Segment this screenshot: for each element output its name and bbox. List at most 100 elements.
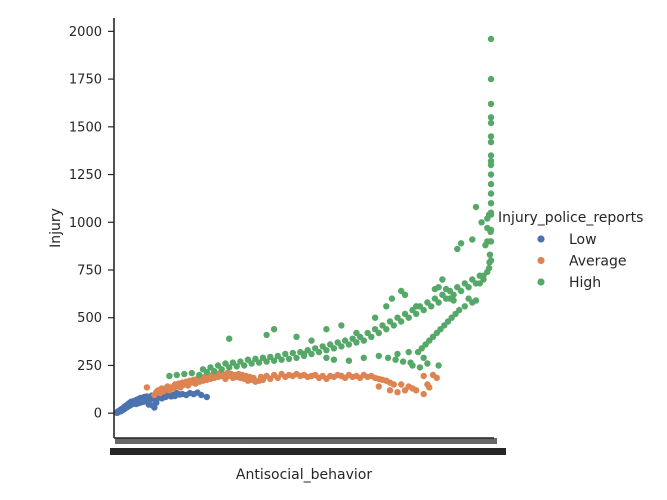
data-point	[143, 384, 151, 391]
y-tick-label: 0	[94, 407, 102, 422]
data-point	[383, 303, 390, 310]
data-point	[338, 343, 345, 350]
data-point	[420, 354, 427, 361]
data-point	[198, 391, 205, 399]
y-tick-label: 1000	[69, 216, 102, 231]
data-point	[487, 238, 495, 245]
data-point	[399, 358, 407, 365]
legend-marker-average	[537, 256, 545, 265]
data-point	[487, 158, 495, 165]
data-point	[323, 326, 330, 333]
data-point	[330, 345, 338, 352]
data-point	[413, 387, 420, 394]
data-point	[371, 314, 379, 321]
x-tick-labels-overlap	[110, 448, 506, 455]
data-point	[487, 171, 495, 178]
data-point	[166, 372, 173, 380]
data-point	[433, 374, 440, 382]
data-point	[405, 348, 412, 356]
data-point	[323, 354, 330, 361]
data-point	[420, 390, 427, 398]
data-point	[435, 284, 442, 291]
data-point	[476, 280, 483, 287]
y-tick-label: 250	[77, 359, 102, 374]
data-point	[465, 284, 472, 291]
data-point	[487, 257, 495, 264]
data-point	[487, 114, 495, 121]
data-point	[486, 251, 494, 258]
data-point	[487, 119, 495, 127]
data-point	[308, 337, 315, 344]
data-point	[487, 180, 495, 188]
data-point	[392, 356, 399, 363]
data-point	[442, 285, 450, 293]
data-point	[203, 368, 210, 376]
data-point	[282, 350, 289, 358]
data-point	[353, 329, 360, 337]
y-tick-label: 2000	[69, 25, 102, 40]
x-axis-ticks	[110, 438, 506, 455]
data-point	[188, 369, 195, 377]
data-point	[414, 348, 422, 356]
data-point	[226, 364, 233, 371]
data-point	[428, 303, 435, 310]
data-point	[375, 383, 382, 390]
data-point	[454, 245, 461, 253]
data-point	[353, 339, 360, 346]
series-average	[143, 369, 440, 399]
data-point	[487, 138, 495, 146]
y-axis-ticks: 0 250 500 750 1000 1250 1500 1750 2000	[69, 25, 114, 422]
data-point	[151, 404, 158, 411]
data-point	[345, 341, 353, 348]
data-point	[401, 291, 409, 298]
data-point	[457, 287, 465, 295]
data-point	[285, 355, 293, 362]
series-high	[166, 35, 495, 380]
data-point	[407, 359, 414, 366]
data-point	[384, 354, 392, 361]
legend-marker-high	[537, 278, 545, 286]
data-point	[248, 360, 255, 367]
data-point	[360, 354, 367, 361]
data-point	[360, 337, 367, 344]
y-tick-label: 1750	[69, 73, 102, 88]
data-point	[289, 349, 296, 357]
data-point	[398, 381, 405, 388]
data-point	[487, 152, 495, 159]
legend-label-low: Low	[569, 232, 597, 248]
data-point	[218, 366, 225, 373]
data-point	[439, 276, 446, 283]
data-point	[394, 389, 401, 396]
data-point	[196, 371, 203, 379]
data-point	[424, 360, 431, 367]
data-point	[181, 370, 188, 378]
data-point	[203, 393, 210, 401]
data-point	[487, 200, 495, 207]
data-point	[323, 347, 330, 354]
data-point	[469, 236, 476, 243]
data-point	[482, 242, 489, 249]
data-point	[386, 387, 394, 394]
data-point	[487, 226, 495, 234]
data-point	[315, 348, 323, 356]
data-point	[472, 203, 480, 211]
data-point	[420, 372, 427, 380]
x-axis-label: Antisocial_behavior	[236, 467, 372, 483]
data-point	[345, 357, 353, 364]
data-point	[457, 240, 465, 247]
data-point	[293, 333, 300, 340]
plot-area	[113, 35, 495, 416]
data-point	[435, 362, 442, 369]
data-point	[233, 363, 240, 370]
data-point	[426, 384, 433, 391]
data-point	[401, 387, 409, 394]
data-point	[330, 356, 338, 363]
data-point	[226, 335, 233, 342]
data-point	[469, 299, 476, 306]
data-point	[293, 354, 300, 361]
data-point	[398, 318, 405, 325]
data-point	[394, 350, 401, 358]
data-point	[263, 331, 270, 339]
data-point	[487, 133, 495, 140]
y-tick-label: 500	[77, 311, 102, 326]
